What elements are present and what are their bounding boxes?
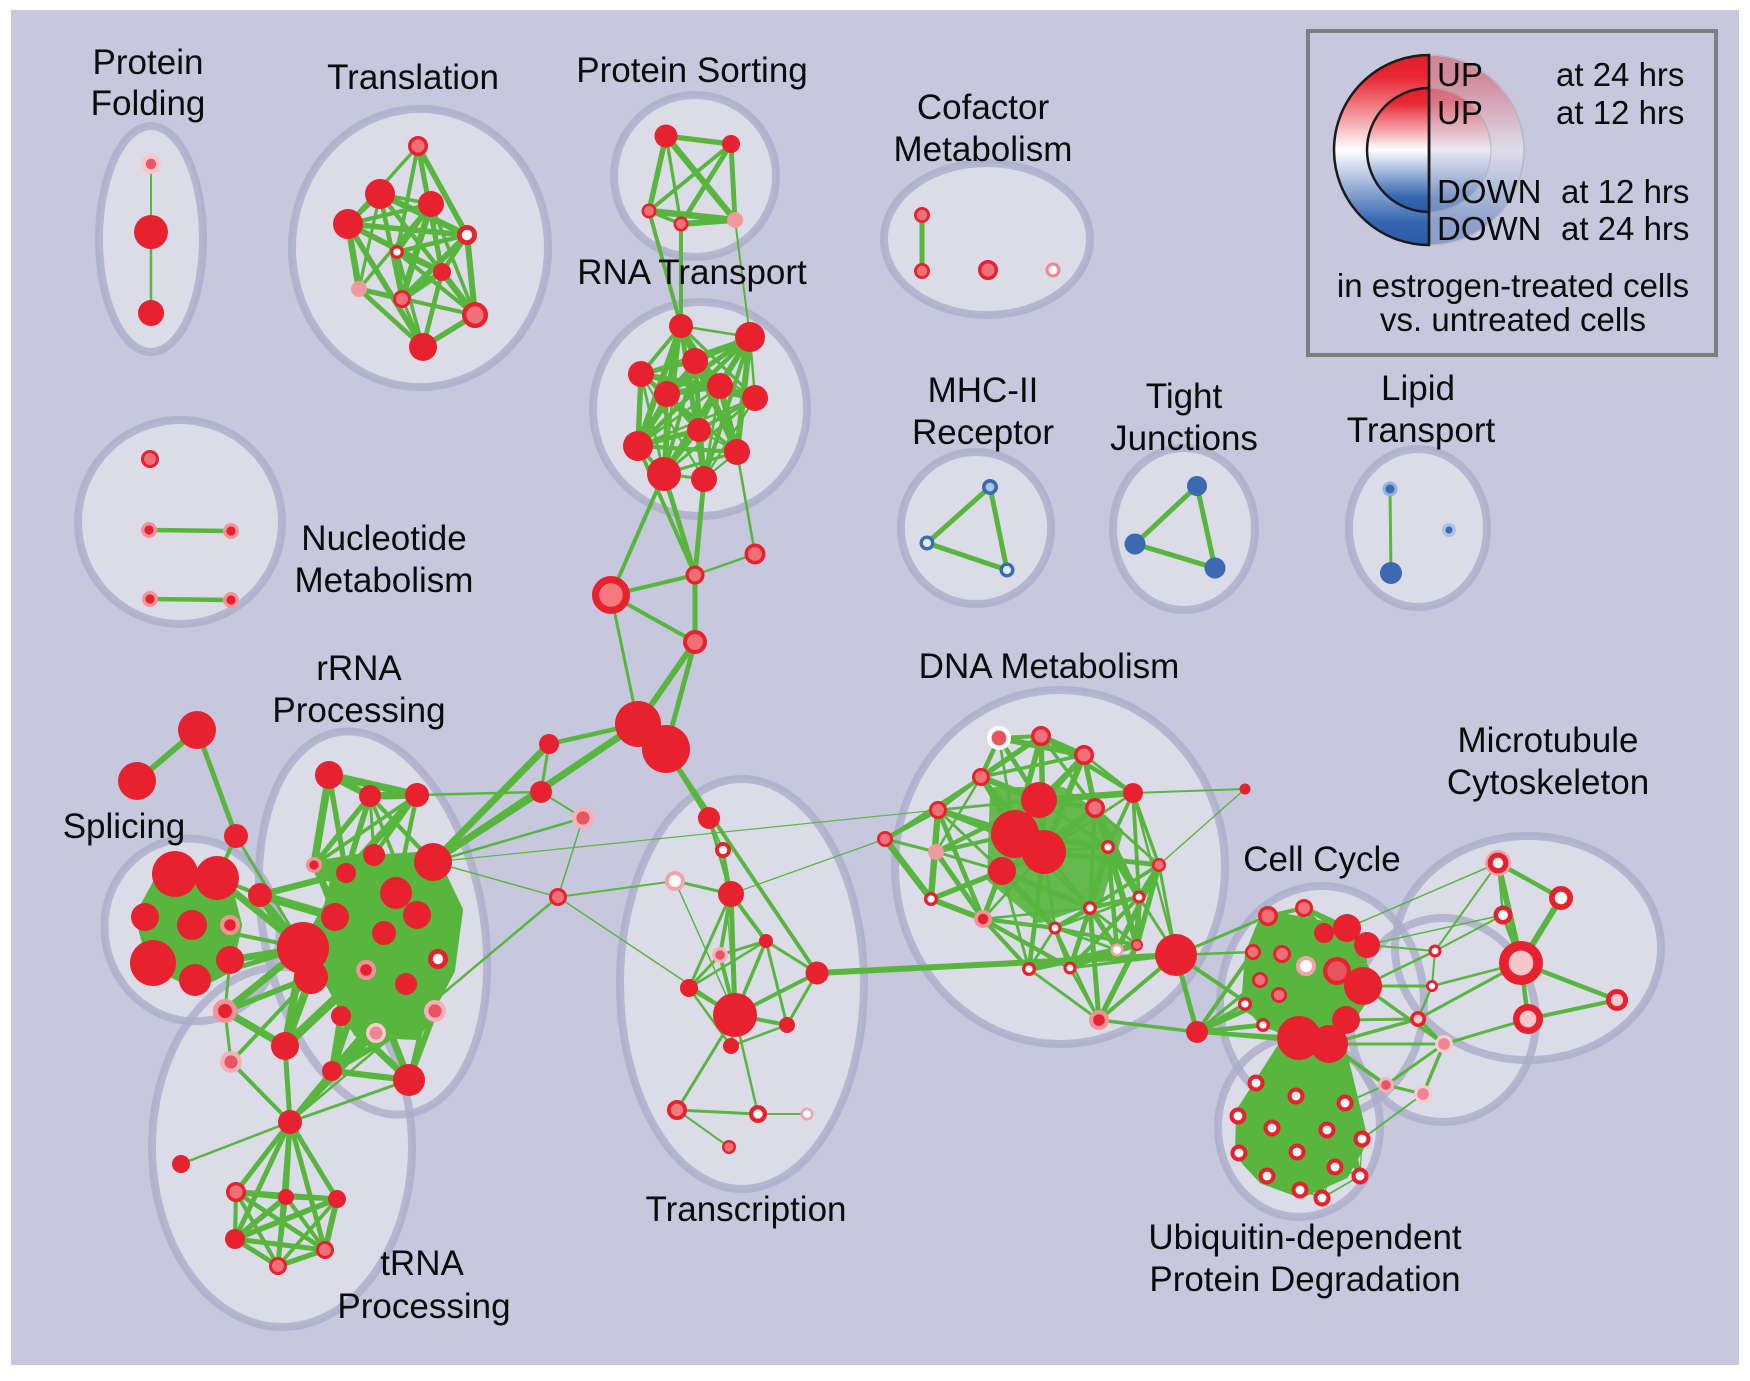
svg-text:tRNA: tRNA <box>380 1244 464 1283</box>
svg-text:DOWN: DOWN <box>1437 173 1541 210</box>
svg-text:Processing: Processing <box>272 691 445 730</box>
svg-text:at 24 hrs: at 24 hrs <box>1556 56 1684 93</box>
svg-text:Folding: Folding <box>91 84 206 123</box>
svg-text:at 24 hrs: at 24 hrs <box>1561 210 1689 247</box>
svg-text:Nucleotide: Nucleotide <box>301 519 466 558</box>
svg-text:Translation: Translation <box>327 58 499 97</box>
svg-text:Microtubule: Microtubule <box>1458 721 1639 760</box>
svg-text:Cell Cycle: Cell Cycle <box>1243 840 1401 879</box>
svg-text:Protein Sorting: Protein Sorting <box>576 51 808 90</box>
svg-text:DOWN: DOWN <box>1437 210 1541 247</box>
svg-text:rRNA: rRNA <box>316 649 402 688</box>
svg-text:Metabolism: Metabolism <box>295 561 474 600</box>
svg-text:Tight: Tight <box>1146 377 1223 416</box>
svg-text:UP: UP <box>1437 56 1483 93</box>
svg-text:Metabolism: Metabolism <box>894 130 1073 169</box>
svg-text:Receptor: Receptor <box>912 413 1054 452</box>
svg-text:Processing: Processing <box>337 1287 510 1326</box>
svg-text:Protein Degradation: Protein Degradation <box>1149 1260 1460 1299</box>
svg-text:RNA Transport: RNA Transport <box>577 253 807 292</box>
svg-text:UP: UP <box>1437 94 1483 131</box>
svg-text:Junctions: Junctions <box>1110 419 1258 458</box>
svg-text:at 12 hrs: at 12 hrs <box>1561 173 1689 210</box>
svg-text:Cofactor: Cofactor <box>917 88 1050 127</box>
svg-text:in estrogen-treated cells: in estrogen-treated cells <box>1337 267 1689 304</box>
svg-text:Transcription: Transcription <box>646 1190 847 1229</box>
svg-text:Protein: Protein <box>93 43 204 82</box>
svg-text:at 12 hrs: at 12 hrs <box>1556 94 1684 131</box>
svg-text:Ubiquitin-dependent: Ubiquitin-dependent <box>1148 1218 1462 1257</box>
svg-text:MHC-II: MHC-II <box>928 371 1039 410</box>
svg-text:Cytoskeleton: Cytoskeleton <box>1447 763 1649 802</box>
svg-text:Transport: Transport <box>1347 411 1496 450</box>
svg-text:Lipid: Lipid <box>1381 369 1455 408</box>
svg-text:Splicing: Splicing <box>63 807 186 846</box>
svg-text:DNA Metabolism: DNA Metabolism <box>919 647 1180 686</box>
svg-text:vs. untreated cells: vs. untreated cells <box>1380 301 1646 338</box>
